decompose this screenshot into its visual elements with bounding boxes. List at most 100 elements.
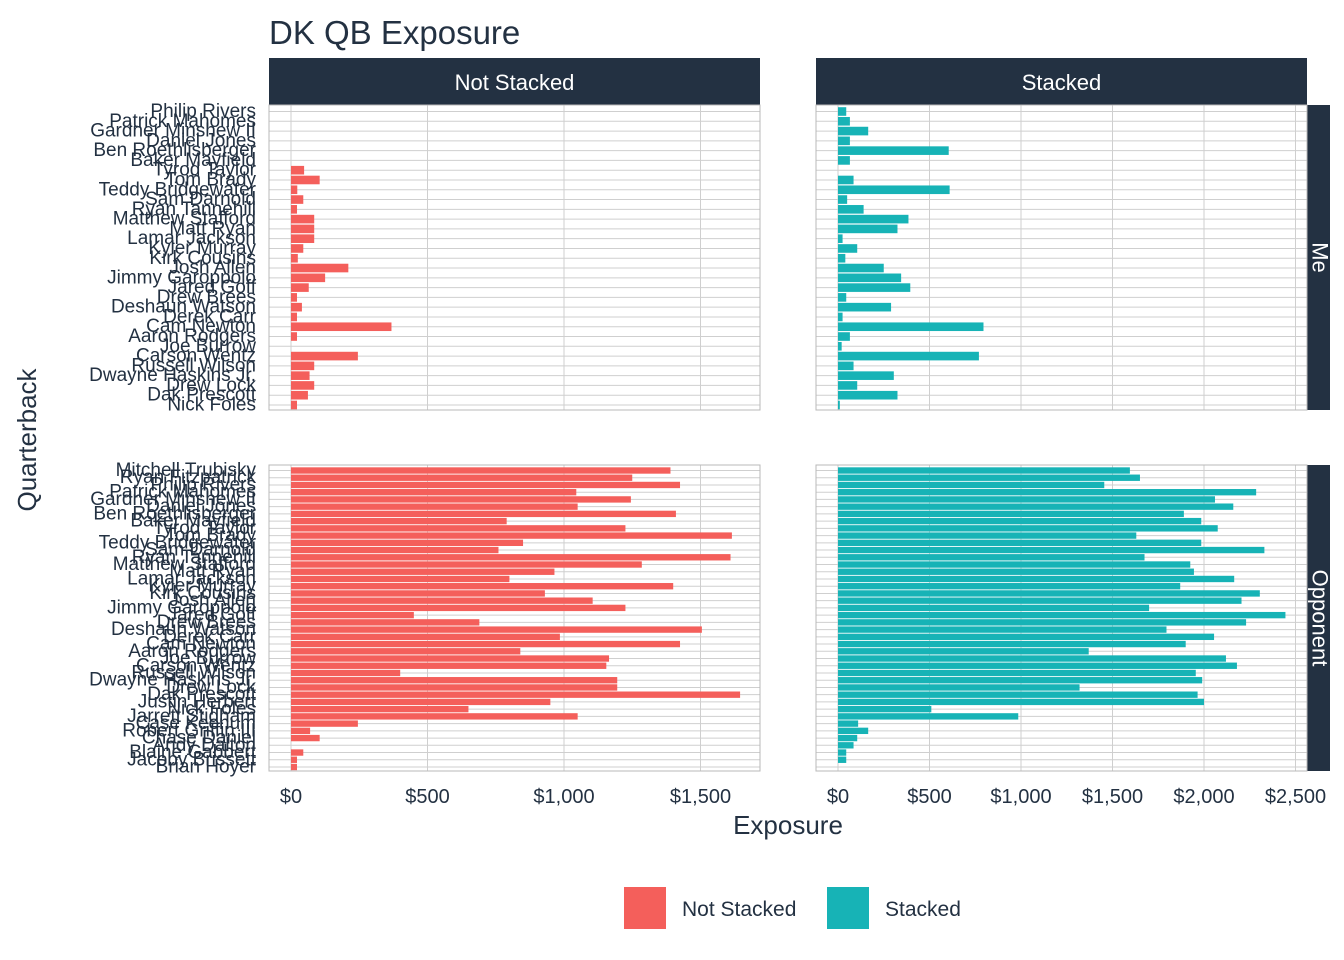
category-label: Kirk Cousins <box>149 583 256 604</box>
bar-me-not-stacked-russell-wilson <box>291 361 315 371</box>
bar-opponent-stacked-daniel-jones <box>838 503 1234 510</box>
category-label: Dwayne Haskins Jr. <box>89 670 256 691</box>
category-label: Case Keenum <box>136 713 256 734</box>
x-axis-ticks: $0 $500 $1,000 $1,500 $0 $500 $1,000 $1,500 $2,0… <box>280 786 1326 808</box>
category-label: Ryan Tannehill <box>132 547 256 568</box>
category-label: Daniel Jones <box>146 130 256 151</box>
category-label: Matthew Stafford <box>113 209 256 230</box>
category-label: Dwayne Haskins Jr. <box>89 365 256 386</box>
x-tick-label: $0 <box>827 786 849 808</box>
strip-row-me <box>1307 105 1330 410</box>
panel-me-not-stacked <box>268 104 761 411</box>
bar-opponent-not-stacked-joe-burrow <box>291 655 610 662</box>
bar-opponent-not-stacked-tyrod-taylor <box>291 525 626 532</box>
bar-me-stacked-cam-newton <box>838 322 984 332</box>
category-label: Josh Allen <box>169 590 256 611</box>
category-label: Drew Brees <box>157 612 256 633</box>
category-label: Jimmy Garoppolo <box>107 267 256 288</box>
bar-opponent-not-stacked-ryan-fitzpatrick <box>291 474 633 481</box>
bar-me-stacked-philip-rivers <box>838 107 847 116</box>
legend-swatch-not-stacked <box>624 887 666 929</box>
bar-me-not-stacked-drew-brees <box>291 293 298 302</box>
bar-opponent-not-stacked-blaine-gabbert <box>291 749 304 756</box>
category-label: Teddy Bridgewater <box>99 532 257 553</box>
category-label: Patrick Mahomes <box>109 111 256 132</box>
bar-opponent-not-stacked-josh-allen <box>291 597 593 604</box>
category-label: Justin Herbert <box>138 691 257 712</box>
category-label: Lamar Jackson <box>127 228 256 249</box>
category-label: Kyler Murray <box>148 238 256 259</box>
bar-me-stacked-tom-brady <box>838 175 854 185</box>
strip-col-not-stacked <box>269 58 760 105</box>
bar-me-stacked-matt-ryan <box>838 224 898 234</box>
category-label: Jared Goff <box>168 277 257 298</box>
bar-me-stacked-carson-wentz <box>838 351 979 361</box>
bar-opponent-stacked-jacoby-brissett <box>838 756 847 763</box>
bar-opponent-stacked-justin-herbert <box>838 698 1204 706</box>
bar-opponent-stacked-kyler-murray <box>838 583 1181 590</box>
bar-me-not-stacked-teddy-bridgewater <box>291 185 298 195</box>
bar-me-stacked-dak-prescott <box>838 390 898 400</box>
panel-border <box>815 104 1308 411</box>
category-label: Tom Brady <box>165 169 256 190</box>
bar-opponent-not-stacked-sam-darnold <box>291 546 499 554</box>
bar-opponent-not-stacked-derek-carr <box>291 633 560 641</box>
bar-me-not-stacked-kirk-cousins <box>291 253 298 263</box>
category-label: Russell Wilson <box>131 355 256 376</box>
bar-me-not-stacked-jared-goff <box>291 283 309 292</box>
category-label: Carson Wentz <box>136 655 256 676</box>
panel-me-stacked <box>815 104 1308 411</box>
strip-row-opponent-label: Opponent <box>1308 570 1333 667</box>
category-label: Kyler Murray <box>148 576 256 597</box>
x-tick-label: $2,000 <box>1173 786 1234 808</box>
bar-opponent-stacked-drew-brees <box>838 619 1247 626</box>
bar-opponent-stacked-dak-prescott <box>838 691 1198 698</box>
bar-opponent-stacked-nick-foles <box>838 705 932 713</box>
bar-opponent-stacked-ryan-tannehill <box>838 554 1145 561</box>
y-axis-title: Quarterback <box>12 367 42 511</box>
x-tick-label: $1,000 <box>990 786 1051 808</box>
panel-border <box>268 464 761 772</box>
bar-opponent-stacked-gardner-minshew-ii <box>838 496 1215 503</box>
category-label: Gardner Minshew II <box>90 121 256 142</box>
category-label: Baker Mayfield <box>130 150 256 171</box>
bar-opponent-stacked-ryan-fitzpatrick <box>838 474 1140 481</box>
bar-opponent-not-stacked-cam-newton <box>291 640 681 648</box>
bar-opponent-not-stacked-jimmy-garoppolo <box>291 604 626 612</box>
category-label: Ryan Tannehill <box>132 199 256 220</box>
bar-me-not-stacked-drew-lock <box>291 381 315 390</box>
bar-me-not-stacked-dwayne-haskins-jr <box>291 371 310 380</box>
bar-me-stacked-gardner-minshew-ii <box>838 126 869 136</box>
bar-opponent-stacked-sam-darnold <box>838 546 1265 554</box>
bar-me-stacked-jimmy-garoppolo <box>838 273 902 283</box>
bar-opponent-not-stacked-tom-brady <box>291 532 732 539</box>
bar-me-stacked-ryan-tannehill <box>838 205 864 214</box>
legend-label-not-stacked: Not Stacked <box>682 898 796 921</box>
x-tick-label: $0 <box>280 786 302 808</box>
bar-me-not-stacked-josh-allen <box>291 263 349 273</box>
bar-me-stacked-deshaun-watson <box>838 302 892 312</box>
bar-me-stacked-teddy-bridgewater <box>838 185 950 195</box>
category-label: Matt Ryan <box>169 561 256 582</box>
category-label: Nick Foles <box>167 699 256 720</box>
bar-me-not-stacked-tyrod-taylor <box>291 165 305 175</box>
bar-me-not-stacked-cam-newton <box>291 322 392 332</box>
legend: Not Stacked Stacked <box>624 887 961 929</box>
bar-opponent-stacked-derek-carr <box>838 633 1215 641</box>
bar-opponent-not-stacked-russell-wilson <box>291 669 401 677</box>
category-label: Kirk Cousins <box>149 248 256 269</box>
bar-opponent-stacked-carson-wentz <box>838 662 1237 669</box>
category-label: Matt Ryan <box>169 218 256 239</box>
bar-me-stacked-dwayne-haskins-jr <box>838 371 894 380</box>
category-label: Brian Hoyer <box>156 757 257 778</box>
bar-me-stacked-joe-burrow <box>838 341 842 351</box>
bar-opponent-not-stacked-robert-griffin-iii <box>291 727 311 735</box>
strip-row-me-label: Me <box>1308 242 1333 273</box>
bar-opponent-not-stacked-teddy-bridgewater <box>291 539 524 546</box>
legend-swatch-stacked <box>827 887 869 929</box>
bar-opponent-not-stacked-kyler-murray <box>291 583 674 590</box>
